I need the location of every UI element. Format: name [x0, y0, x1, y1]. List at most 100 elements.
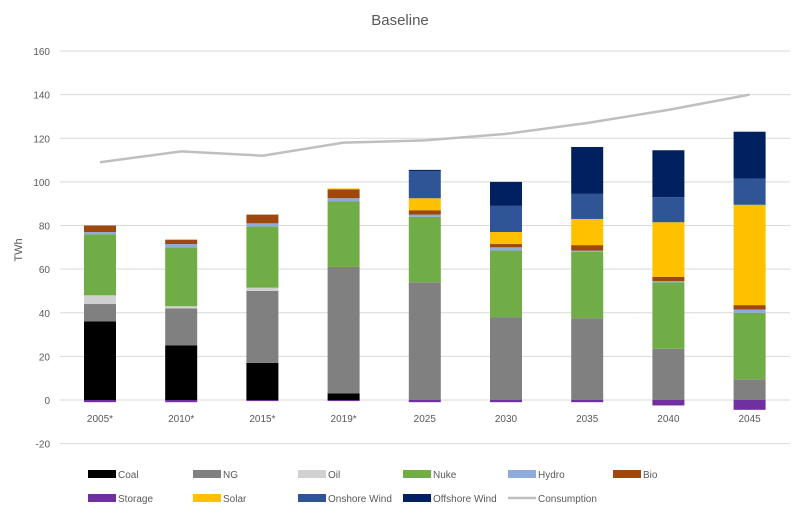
bar-segment-nuke [84, 234, 116, 296]
legend-label: Bio [643, 470, 658, 481]
legend-swatch [298, 494, 326, 502]
chart-title: Baseline [371, 12, 429, 29]
legend-swatch [88, 494, 116, 502]
bar-segment-ng [246, 290, 279, 363]
legend-swatch [613, 470, 641, 478]
bar-segment-hydro [733, 309, 766, 313]
bar-segment-bio [490, 244, 522, 248]
bar-segment-bio [408, 210, 441, 215]
bar-segment-offshore-wind [652, 150, 685, 198]
bar-segment-solar [571, 218, 604, 246]
bar-segment-storage [408, 400, 441, 403]
bar-segment-bio [246, 214, 279, 224]
bar-segment-coal [165, 345, 198, 400]
bar-segment-coal [84, 321, 116, 400]
y-tick-label: 60 [39, 265, 51, 276]
legend-label: Offshore Wind [433, 494, 497, 505]
y-tick-label: 20 [39, 352, 51, 363]
bar-segment-ng [327, 266, 360, 394]
legend-swatch [193, 470, 221, 478]
bar-segment-storage [327, 400, 360, 402]
bar-segment-solar [327, 188, 360, 190]
bar-segment-storage [733, 400, 766, 410]
legend-label: Nuke [433, 470, 457, 481]
y-tick-label: -20 [36, 440, 51, 451]
bar-segment-storage [84, 400, 116, 403]
y-tick-label: 160 [33, 47, 50, 58]
bar-segment-solar [490, 232, 522, 245]
x-tick-label: 2005* [87, 414, 113, 425]
legend-label: NG [223, 470, 238, 481]
bar-segment-hydro [246, 223, 279, 227]
bar-segment-nuke [327, 201, 360, 267]
bar-segment-storage [246, 400, 279, 402]
bar-segment-offshore-wind [490, 181, 522, 206]
y-tick-label: 100 [33, 178, 50, 189]
bar-segment-ng [165, 308, 198, 346]
legend-label: Coal [118, 470, 139, 481]
bar-segment-oil [246, 287, 279, 291]
y-tick-label: 140 [33, 91, 50, 102]
x-tick-label: 2010* [168, 414, 194, 425]
bar-segment-ng [571, 318, 604, 400]
bar-segment-onshore-wind [490, 205, 522, 233]
x-tick-label: 2045 [738, 414, 761, 425]
bar-segment-bio [165, 239, 198, 245]
x-tick-label: 2019* [331, 414, 357, 425]
y-tick-label: 120 [33, 134, 50, 145]
bar-segment-offshore-wind [733, 131, 766, 179]
x-tick-label: 2025 [414, 414, 437, 425]
bar-segment-ng [84, 304, 116, 322]
bar-segment-hydro [490, 247, 522, 251]
bar-segment-hydro [84, 232, 116, 235]
bar-segment-hydro [652, 281, 685, 283]
legend-swatch [193, 494, 221, 502]
bar-segment-onshore-wind [408, 170, 441, 199]
legend-swatch [508, 470, 536, 478]
bar-segment-solar [652, 222, 685, 277]
consumption-line [99, 93, 750, 164]
bar-segment-nuke [490, 250, 522, 318]
legend-label: Hydro [538, 470, 565, 481]
bar-segment-ng [408, 282, 441, 400]
legend-swatch [403, 494, 431, 502]
y-axis-label: TWh [13, 238, 25, 261]
bar-segment-nuke [652, 282, 685, 349]
x-tick-label: 2030 [495, 414, 518, 425]
bar-segment-oil [165, 306, 198, 309]
bar-segment-ng [490, 317, 522, 400]
bar-segment-hydro [327, 198, 360, 202]
y-tick-label: 40 [39, 309, 51, 320]
legend-label: Storage [118, 494, 153, 505]
bar-segment-solar [408, 198, 441, 211]
bar-segment-onshore-wind [652, 197, 685, 223]
bar-segment-bio [733, 305, 766, 310]
bar-segment-offshore-wind [408, 169, 441, 171]
bar-segment-hydro [571, 250, 604, 252]
bar-segment-nuke [165, 247, 198, 307]
bar-segment-bio [652, 276, 685, 282]
bar-segment-hydro [408, 214, 441, 217]
bar-segment-coal [246, 362, 279, 400]
legend-label: Oil [328, 470, 340, 481]
bar-segment-ng [652, 348, 685, 400]
bar-segment-hydro [165, 244, 198, 248]
x-tick-label: 2015* [249, 414, 275, 425]
bar-segment-coal [327, 393, 360, 400]
bar-segment-oil [84, 295, 116, 305]
x-tick-label: 2035 [576, 414, 599, 425]
bar-segment-storage [165, 400, 198, 403]
bar-segment-storage [652, 400, 685, 406]
bar-segment-solar [733, 204, 766, 306]
legend-label: Consumption [538, 494, 597, 505]
y-tick-label: 0 [44, 396, 50, 407]
legend-label: Onshore Wind [328, 494, 392, 505]
legend-swatch [88, 470, 116, 478]
x-tick-label: 2040 [657, 414, 680, 425]
bar-segment-nuke [408, 216, 441, 283]
bar-segment-onshore-wind [733, 178, 766, 205]
legend-swatch [298, 470, 326, 478]
bar-segment-nuke [733, 312, 766, 380]
